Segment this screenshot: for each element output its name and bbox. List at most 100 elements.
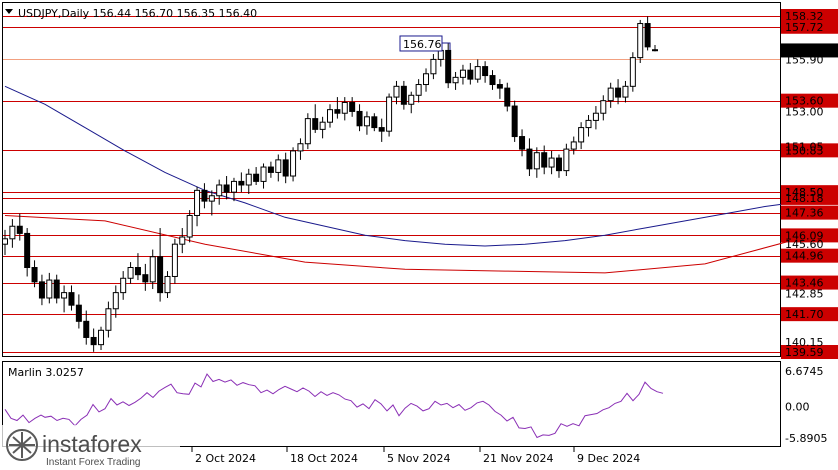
candle [312,104,319,133]
candle-body [600,100,607,114]
price-level-box [781,93,838,108]
candle-body [592,112,599,121]
candle [467,63,474,85]
price-level-label: 153.60 [785,95,824,108]
indicator-tick-label: 0.00 [785,401,810,414]
price-axis: 158.32157.72155.90153.60150.83148.50148.… [781,9,838,359]
candle-body [186,214,193,238]
candle-body [90,336,97,346]
candle-body [216,184,223,197]
candle-body [179,236,186,245]
candle [2,229,8,255]
candle [570,136,577,155]
price-tick-label: 153.00 [785,105,824,118]
candle-body [430,58,437,75]
candle-body [75,304,82,322]
candle [548,150,555,175]
candle [90,328,97,352]
candle [75,294,82,329]
candle [533,147,540,178]
candle-body [334,109,341,114]
price-level-label: 158.32 [785,10,824,23]
price-level-label: 139.59 [785,346,824,359]
candle-body [312,118,319,130]
candle [31,260,38,288]
candle [400,80,407,110]
candle-body [371,116,378,129]
candle [186,210,193,243]
peak-annotation-connector [442,42,451,50]
candle [600,95,607,121]
marlin-oscillator-line [4,373,664,439]
candle-body [282,159,289,177]
candle [563,143,570,177]
candle [592,106,599,130]
candle [127,262,134,284]
candle-body [541,152,548,168]
candle [578,122,585,150]
candle [208,190,215,216]
candle-body [615,87,622,98]
candle-body [112,292,119,310]
indicator-tick-label: -5.8905 [785,432,827,445]
fast-moving-average [4,215,838,274]
candle-body [349,101,356,112]
candle-body [171,243,178,277]
candle-body [445,49,452,84]
candle [356,104,363,132]
candle-body [238,180,245,186]
candle [238,172,245,193]
price-level-label: 141.70 [785,308,824,321]
price-tick-label: 145.60 [785,238,824,251]
candle [304,113,311,150]
candle-body [319,121,326,130]
candle [430,54,437,80]
candle-body [194,189,201,216]
current-price-label: 156.40 [785,44,824,57]
candle [105,301,112,338]
date-label: 9 Dec 2024 [577,452,640,465]
candle-body [105,308,112,331]
candle [171,238,178,284]
candle-body [629,57,636,87]
dropdown-triangle-icon[interactable] [5,9,13,14]
candle-body [437,49,444,60]
indicator-label: Marlin 3.0257 [8,366,84,379]
candle [637,19,644,64]
candle [526,138,533,177]
support-resistance-levels [3,16,780,353]
candle-body [61,292,68,299]
candle-body [452,76,459,84]
candle-body [533,152,540,170]
candle [179,228,186,254]
price-level-label: 157.72 [785,21,824,34]
price-level-box [781,248,838,263]
price-level-box [781,345,838,359]
price-level-box [781,190,838,205]
candle [622,80,629,103]
candle [349,97,356,117]
instaforex-emblem-icon [6,429,38,461]
candle [157,228,164,302]
candle [120,271,127,300]
candle-body [400,85,407,105]
candle [585,115,592,137]
candle [341,97,348,121]
candle-body [83,320,90,338]
candle-body [607,87,614,102]
candle [230,177,237,202]
candle [629,52,636,92]
candle [245,168,252,194]
candle [541,145,548,175]
candle [83,310,90,345]
candle [319,116,326,139]
candle [482,61,489,83]
price-level-label: 143.46 [785,277,824,290]
peak-annotation: 156.76 [399,35,451,52]
candle [334,97,341,119]
candle [38,274,45,306]
candle-body [38,281,45,299]
candle [386,93,393,137]
candle [393,80,400,105]
